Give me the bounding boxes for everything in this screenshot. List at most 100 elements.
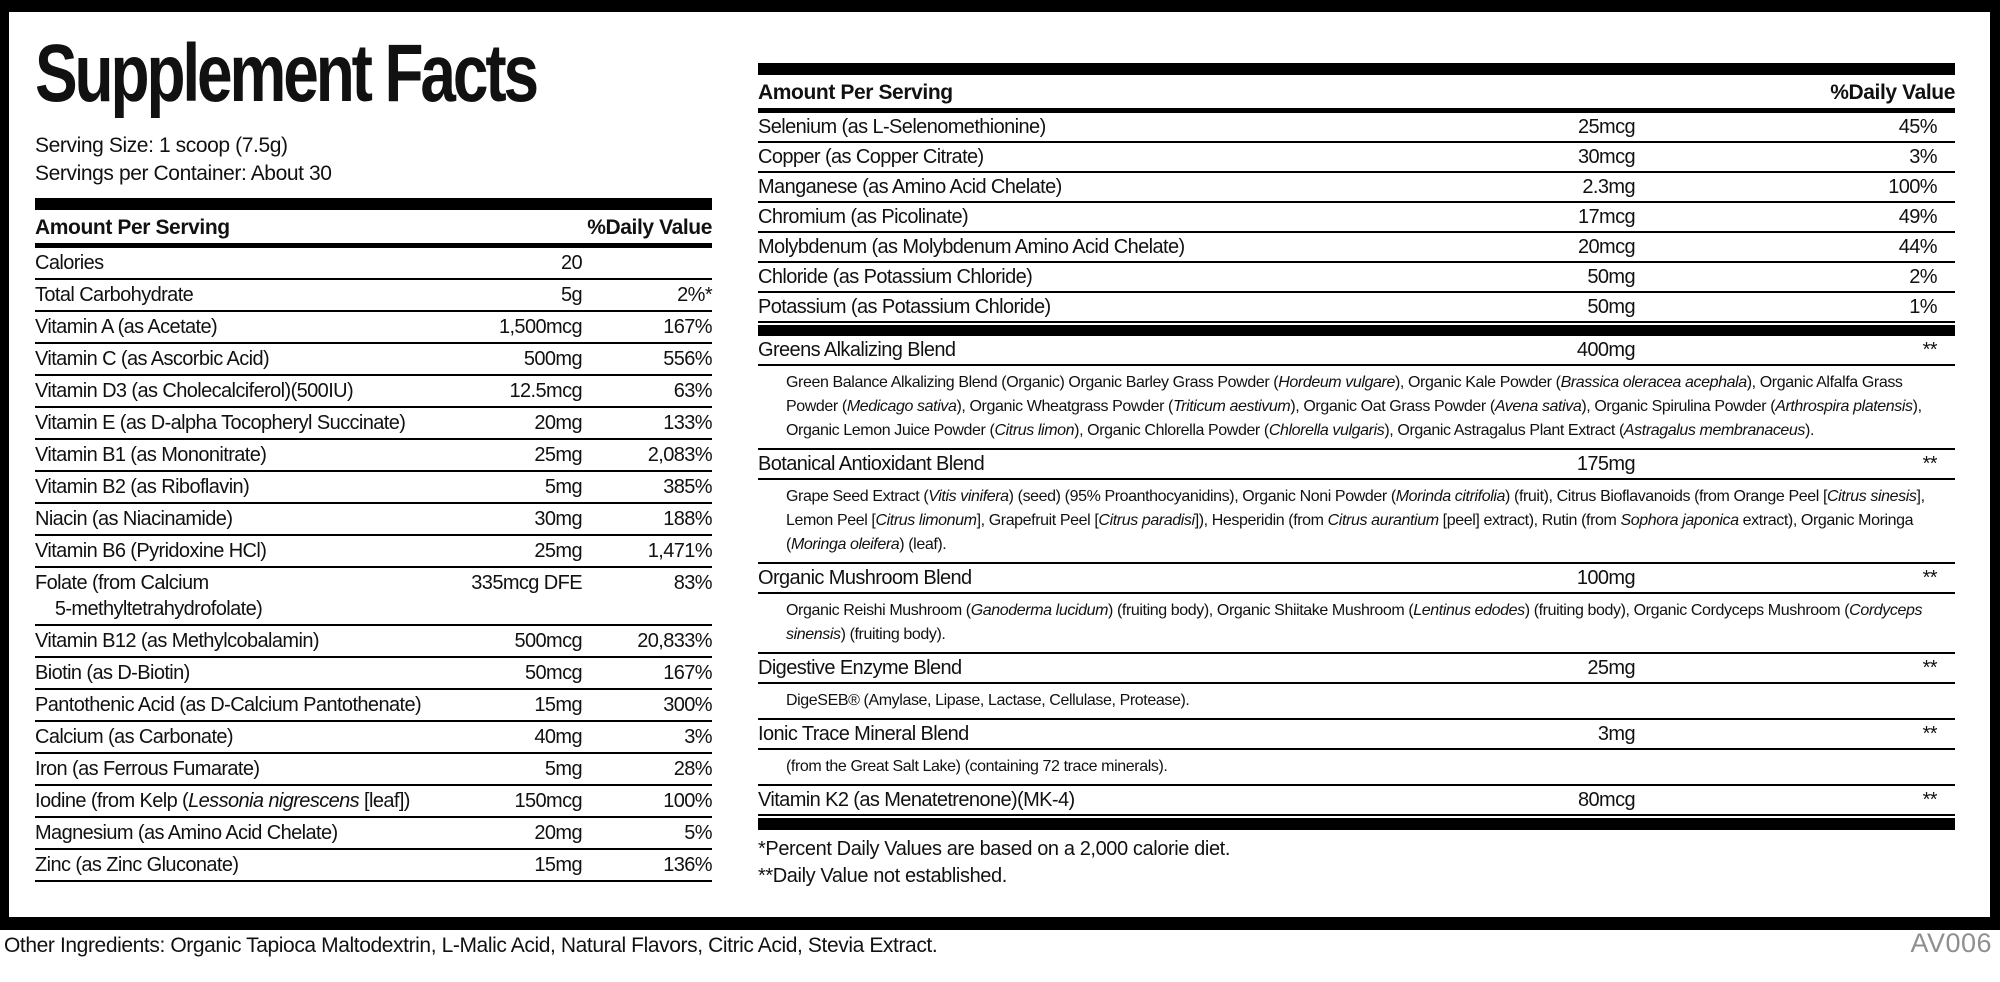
blend-section: Digestive Enzyme Blend 25mg ** DigeSEB® … (758, 654, 1955, 720)
blend-row: Vitamin K2 (as Menatetrenone)(MK-4) 80mc… (758, 786, 1955, 816)
blend-amount: 80mcg (1577, 789, 1636, 811)
nutrient-amount: 15mg (534, 694, 582, 716)
nutrient-amount: 25mg (534, 540, 582, 562)
blend-section: Vitamin K2 (as Menatetrenone)(MK-4) 80mc… (758, 786, 1955, 816)
nutrient-name: Chloride (as Potassium Chloride) (758, 266, 1033, 288)
nutrient-name: Manganese (as Amino Acid Chelate) (758, 176, 1062, 198)
nutrient-name: Vitamin B2 (as Riboflavin) (35, 476, 250, 498)
footnote-not-established: **Daily Value not established. (758, 865, 1007, 887)
nutrient-table-right: Selenium (as L-Selenomethionine) 25mcg 4… (758, 113, 1955, 323)
nutrient-row: Molybdenum (as Molybdenum Amino Acid Che… (758, 233, 1955, 263)
nutrient-name: Calcium (as Carbonate) (35, 726, 234, 748)
nutrient-amount: 30mcg (1577, 146, 1636, 168)
nutrient-name: Iodine (from Kelp (Lessonia nigrescens [… (35, 790, 410, 812)
right-column: Amount Per Serving %Daily Value Selenium… (758, 12, 1955, 890)
blend-name: Vitamin K2 (as Menatetrenone)(MK-4) (758, 789, 1075, 811)
nutrient-amount: 40mg (534, 726, 582, 748)
nutrient-daily-value: 2%* (677, 284, 712, 306)
nutrient-amount: 50mcg (524, 662, 583, 684)
left-column: Supplement Facts Serving Size: 1 scoop (… (35, 12, 713, 882)
blend-section: Botanical Antioxidant Blend 175mg ** Gra… (758, 450, 1955, 564)
nutrient-name: Copper (as Copper Citrate) (758, 146, 984, 168)
left-table-header: Amount Per Serving %Daily Value (35, 210, 712, 248)
nutrient-name: Vitamin B1 (as Mononitrate) (35, 444, 267, 466)
thick-divider-bar (758, 63, 1955, 75)
blend-daily-value: ** (1922, 453, 1938, 475)
footnote-daily-values: *Percent Daily Values are based on a 2,0… (758, 838, 1230, 860)
nutrient-amount: 20mg (534, 412, 582, 434)
thick-divider-bar (758, 818, 1955, 830)
nutrient-row: Chromium (as Picolinate) 17mcg 49% (758, 203, 1955, 233)
nutrient-name: Vitamin C (as Ascorbic Acid) (35, 348, 270, 370)
nutrient-daily-value: 3% (684, 726, 712, 748)
nutrient-amount: 50mg (1587, 296, 1635, 318)
blend-name: Botanical Antioxidant Blend (758, 453, 985, 475)
nutrient-name: Potassium (as Potassium Chloride) (758, 296, 1051, 318)
nutrient-daily-value: 1% (1909, 296, 1937, 318)
blend-daily-value: ** (1922, 567, 1938, 589)
nutrient-daily-value: 385% (663, 476, 712, 498)
nutrient-daily-value: 188% (663, 508, 712, 530)
nutrient-row: Niacin (as Niacinamide) 30mg 188% (35, 504, 713, 536)
nutrient-amount: 25mg (534, 444, 582, 466)
blend-section: Organic Mushroom Blend 100mg ** Organic … (758, 564, 1955, 654)
page-title: Supplement Facts (35, 28, 539, 119)
blend-name: Organic Mushroom Blend (758, 567, 972, 589)
blend-row: Digestive Enzyme Blend 25mg ** (758, 654, 1955, 684)
blend-row: Greens Alkalizing Blend 400mg ** (758, 336, 1955, 366)
nutrient-row: Vitamin A (as Acetate) 1,500mcg 167% (35, 312, 713, 344)
blend-ingredients: Organic Reishi Mushroom (Ganoderma lucid… (758, 594, 1955, 654)
nutrient-daily-value: 2,083% (647, 444, 713, 466)
nutrient-daily-value: 100% (1888, 176, 1937, 198)
serving-info: Serving Size: 1 scoop (7.5g) Servings pe… (35, 132, 712, 188)
blend-amount: 25mg (1587, 657, 1635, 679)
blend-daily-value: ** (1922, 789, 1938, 811)
nutrient-amount: 1,500mcg (498, 316, 583, 338)
nutrient-row: Total Carbohydrate 5g 2%* (35, 280, 713, 312)
serving-size-text: Serving Size: 1 scoop (7.5g) (35, 134, 288, 157)
blend-row: Organic Mushroom Blend 100mg ** (758, 564, 1955, 594)
nutrient-daily-value: 556% (663, 348, 712, 370)
nutrient-row: Selenium (as L-Selenomethionine) 25mcg 4… (758, 113, 1955, 143)
blend-daily-value: ** (1922, 657, 1938, 679)
blend-name: Greens Alkalizing Blend (758, 339, 956, 361)
nutrient-row: Calories 20 (35, 248, 712, 280)
nutrient-row: Folate (from Calcium 5-methyltetrahydrof… (35, 568, 713, 626)
nutrient-row: Biotin (as D-Biotin) 50mcg 167% (35, 658, 713, 690)
nutrient-name: Vitamin E (as D-alpha Tocopheryl Succina… (35, 412, 406, 434)
nutrient-amount: 17mcg (1577, 206, 1636, 228)
nutrient-row: Vitamin B12 (as Methylcobalamin) 500mcg … (35, 626, 713, 658)
nutrient-daily-value: 167% (663, 316, 712, 338)
nutrient-name: Total Carbohydrate (35, 284, 194, 306)
nutrient-daily-value: 3% (1909, 146, 1937, 168)
nutrient-table-left: Calories 20 Total Carbohydrate 5g 2%* Vi… (35, 248, 713, 882)
blend-amount: 400mg (1576, 339, 1636, 361)
blend-daily-value: ** (1922, 723, 1938, 745)
blend-name: Ionic Trace Mineral Blend (758, 723, 969, 745)
nutrient-row: Vitamin D3 (as Cholecalciferol)(500IU) 1… (35, 376, 713, 408)
nutrient-amount: 25mcg (1577, 116, 1636, 138)
nutrient-daily-value: 83% (673, 572, 713, 594)
nutrient-amount: 500mcg (514, 630, 582, 652)
product-code: AV006 (1910, 928, 1992, 958)
nutrient-name: Vitamin B6 (Pyridoxine HCl) (35, 540, 267, 562)
blend-row: Botanical Antioxidant Blend 175mg ** (758, 450, 1955, 480)
nutrient-daily-value: 63% (673, 380, 713, 402)
nutrient-amount: 20 (560, 252, 583, 274)
blend-amount: 100mg (1576, 567, 1636, 589)
nutrient-amount: 15mg (534, 854, 582, 876)
nutrient-amount: 30mg (534, 508, 582, 530)
nutrient-amount: 335mcg DFE (471, 572, 582, 594)
daily-value-header: %Daily Value (1830, 81, 1955, 104)
blend-ingredients: (from the Great Salt Lake) (containing 7… (758, 750, 1955, 786)
blend-ingredients: DigeSEB® (Amylase, Lipase, Lactase, Cell… (758, 684, 1955, 720)
nutrient-name: Chromium (as Picolinate) (758, 206, 969, 228)
nutrient-name: Selenium (as L-Selenomethionine) (758, 116, 1046, 138)
blend-section: Greens Alkalizing Blend 400mg ** Green B… (758, 336, 1955, 450)
nutrient-row: Vitamin E (as D-alpha Tocopheryl Succina… (35, 408, 713, 440)
nutrient-name: Zinc (as Zinc Gluconate) (35, 854, 239, 876)
nutrient-daily-value: 136% (663, 854, 712, 876)
nutrient-amount: 20mcg (1577, 236, 1636, 258)
nutrient-amount: 20mg (534, 822, 582, 844)
